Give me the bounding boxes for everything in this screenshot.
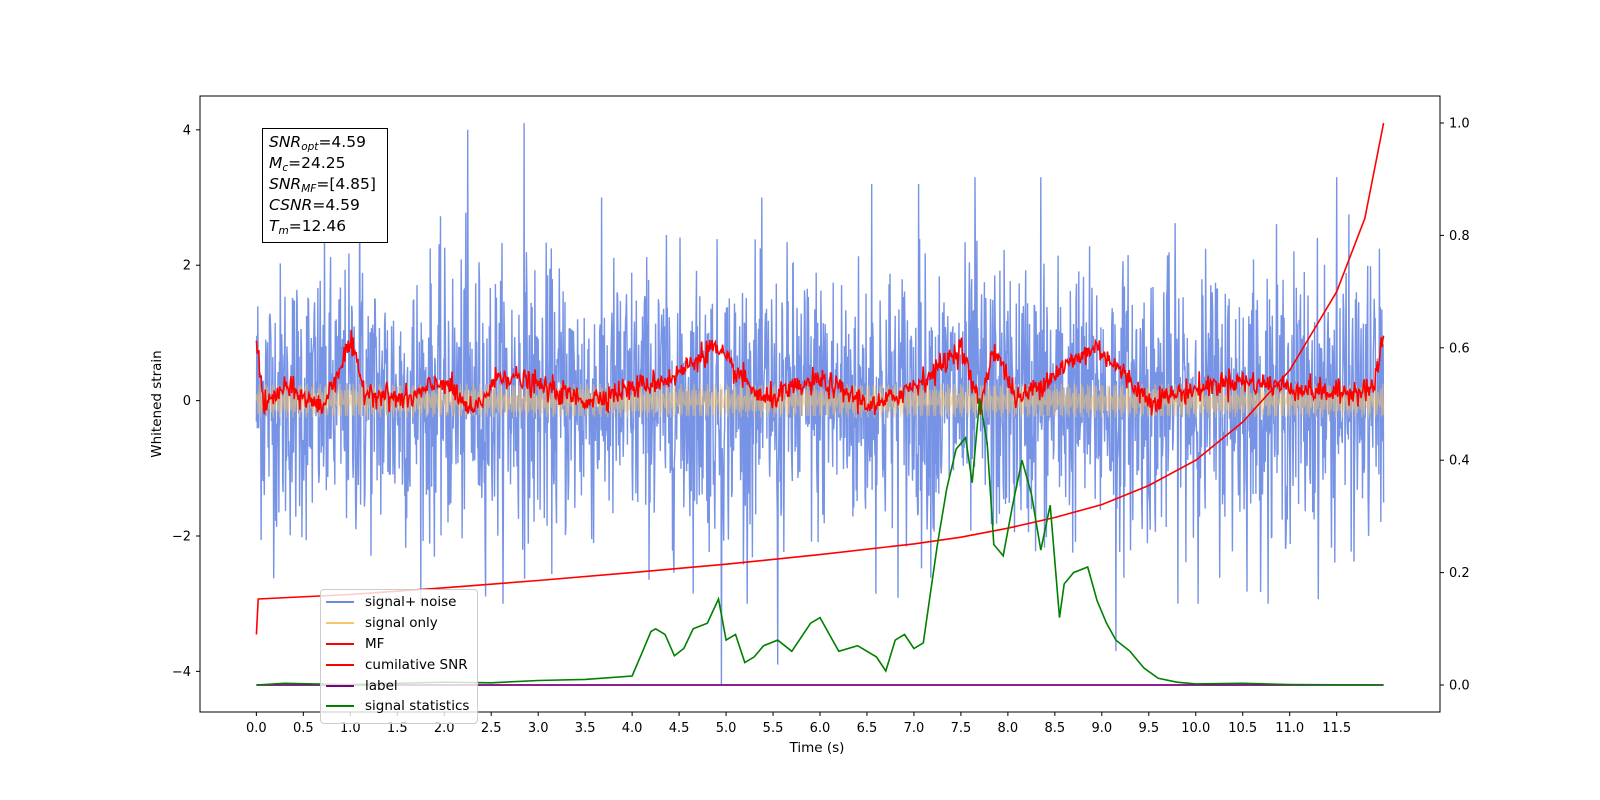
x-tick-label: 10.0	[1181, 721, 1210, 736]
legend-swatch	[326, 622, 354, 625]
series-cumulative-snr	[255, 122, 1385, 635]
x-tick-label: 11.5	[1322, 721, 1351, 736]
plot-area	[255, 122, 1385, 686]
x-tick-label: 11.0	[1275, 721, 1304, 736]
annotation-snr-mf: SNRMF=[4.85]	[269, 175, 376, 195]
y-tick-label: −4	[172, 665, 191, 680]
x-tick-label: 8.5	[1045, 721, 1066, 736]
x-tick-label: 1.5	[387, 721, 408, 736]
x-tick-label: 3.5	[575, 721, 596, 736]
y-axis-label: Whitened strain	[149, 350, 165, 457]
legend-item: MF	[321, 634, 477, 655]
legend-swatch	[326, 663, 354, 666]
x-tick-label: 5.5	[763, 721, 784, 736]
series-mf	[255, 330, 1385, 416]
x-tick-label: 7.0	[904, 721, 925, 736]
x-tick-label: 5.0	[716, 721, 737, 736]
x-tick-label: 9.5	[1138, 721, 1159, 736]
x-tick-label: 10.5	[1228, 721, 1257, 736]
legend-swatch	[326, 601, 354, 604]
y2-tick-label: 0.0	[1449, 679, 1470, 694]
annotation-snr-opt: SNRopt=4.59	[269, 133, 366, 153]
y-tick-label: 4	[183, 123, 191, 138]
annotation-tm: Tm=12.46	[269, 217, 347, 237]
x-tick-label: 4.0	[622, 721, 643, 736]
x-tick-label: 7.5	[951, 721, 972, 736]
y2-tick-label: 0.4	[1449, 454, 1470, 469]
legend-swatch	[326, 705, 354, 708]
legend-item: signal+ noise	[321, 592, 477, 613]
x-tick-label: 6.0	[810, 721, 831, 736]
x-tick-label: 9.0	[1091, 721, 1112, 736]
y-tick-label: −2	[172, 530, 191, 545]
annotation-csnr: CSNR=4.59	[269, 196, 360, 214]
y2-tick-label: 0.2	[1449, 566, 1470, 581]
y-axis-left: −4 −2 0 2 4	[172, 123, 200, 680]
x-axis-label: Time (s)	[789, 740, 845, 756]
legend-item: label	[321, 675, 477, 696]
x-tick-label: 8.0	[998, 721, 1019, 736]
legend: signal+ noise signal only MF cumilative …	[320, 589, 478, 724]
x-tick-label: 6.5	[857, 721, 878, 736]
y2-tick-label: 0.8	[1449, 229, 1470, 244]
x-tick-label: 3.0	[528, 721, 549, 736]
x-tick-label: 0.5	[293, 721, 314, 736]
x-tick-label: 0.0	[246, 721, 267, 736]
legend-item: signal only	[321, 613, 477, 634]
legend-swatch	[326, 684, 354, 687]
series-signal-only	[255, 383, 1385, 418]
snr-annotation-box: SNRopt=4.59 Mc=24.25 SNRMF=[4.85] CSNR=4…	[262, 128, 388, 243]
legend-item: signal statistics	[321, 696, 477, 717]
y-tick-label: 0	[183, 394, 191, 409]
legend-swatch	[326, 642, 354, 645]
x-axis: 0.0 0.5 1.0 1.5 2.0 2.5 3.0 3.5 4.0 4.5 5.0 5.5 6.0 6…	[246, 712, 1351, 736]
y-axis-right: 0.0 0.2 0.4 0.6 0.8 1.0	[1440, 116, 1470, 694]
legend-item: cumilative SNR	[321, 654, 477, 675]
y-tick-label: 2	[183, 259, 191, 274]
y2-tick-label: 1.0	[1449, 116, 1470, 131]
x-tick-label: 2.5	[481, 721, 502, 736]
x-tick-label: 1.0	[340, 721, 361, 736]
annotation-mc: Mc=24.25	[269, 154, 346, 174]
x-tick-label: 4.5	[669, 721, 690, 736]
series-signal-statistics	[256, 398, 1384, 686]
y2-tick-label: 0.6	[1449, 341, 1470, 356]
x-tick-label: 2.0	[434, 721, 455, 736]
